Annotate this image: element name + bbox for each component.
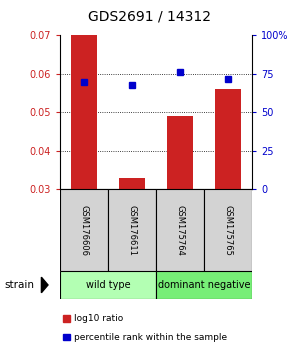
Bar (108, 189, 156, 271)
Bar (60, 189, 108, 271)
Bar (63, 315, 70, 322)
Text: GSM176606: GSM176606 (80, 205, 88, 256)
Bar (156, 189, 204, 271)
Bar (63, 334, 70, 340)
Bar (60, 271, 156, 299)
Text: percentile rank within the sample: percentile rank within the sample (74, 332, 227, 342)
Text: GSM175764: GSM175764 (176, 205, 184, 256)
Text: GSM175765: GSM175765 (224, 205, 232, 256)
Text: wild type: wild type (86, 280, 130, 290)
Text: dominant negative: dominant negative (158, 280, 250, 290)
Bar (215, 89, 241, 189)
Text: GDS2691 / 14312: GDS2691 / 14312 (88, 9, 212, 23)
Bar (204, 189, 252, 271)
Bar (71, 35, 97, 189)
Polygon shape (41, 277, 48, 293)
Text: GSM176611: GSM176611 (128, 205, 136, 256)
Bar (167, 116, 193, 189)
Text: strain: strain (4, 280, 34, 290)
Bar (156, 271, 252, 299)
Text: log10 ratio: log10 ratio (74, 314, 123, 323)
Bar (119, 178, 145, 189)
